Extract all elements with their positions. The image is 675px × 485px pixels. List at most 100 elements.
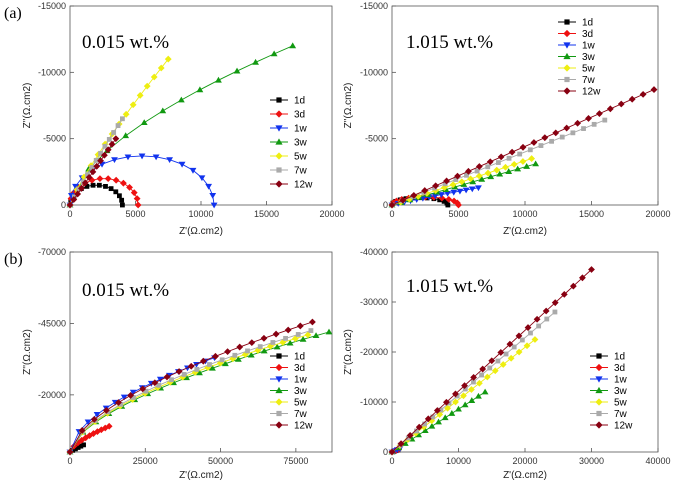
data-point xyxy=(519,158,527,165)
series-7w xyxy=(389,309,558,455)
legend-marker xyxy=(275,138,283,145)
data-point xyxy=(448,410,456,416)
y-tick-label: 0 xyxy=(383,447,388,457)
series-12w xyxy=(388,266,595,456)
data-point xyxy=(421,187,429,194)
y-axis-label: Z''(Ω.cm2) xyxy=(22,83,33,129)
x-tick-label: 15000 xyxy=(254,209,279,219)
data-point xyxy=(232,352,238,358)
data-point xyxy=(475,172,483,180)
data-point xyxy=(552,129,560,137)
data-point xyxy=(209,364,216,371)
legend-marker xyxy=(275,421,283,429)
legend-entry: 3w xyxy=(582,52,596,63)
data-point xyxy=(436,411,444,418)
legend-marker xyxy=(595,421,603,429)
data-point xyxy=(460,392,467,400)
data-point xyxy=(538,143,544,148)
data-point xyxy=(464,172,469,178)
data-point xyxy=(569,282,577,290)
legend-entry: 3d xyxy=(294,363,305,374)
data-point xyxy=(325,328,333,335)
x-tick-label: 20000 xyxy=(645,209,670,219)
series-1w xyxy=(66,153,218,209)
data-point xyxy=(85,173,93,181)
data-point xyxy=(497,349,505,356)
data-point xyxy=(111,130,117,135)
data-point xyxy=(260,347,268,354)
series-5w xyxy=(388,155,536,209)
data-point xyxy=(296,322,304,330)
x-tick-label: 5000 xyxy=(448,209,468,219)
data-point xyxy=(449,181,457,189)
data-point xyxy=(458,178,466,186)
data-point xyxy=(475,163,483,170)
data-point xyxy=(483,373,491,381)
data-point xyxy=(181,372,187,377)
data-point xyxy=(134,201,142,209)
data-point xyxy=(433,407,441,414)
data-point xyxy=(493,166,501,174)
legend-marker xyxy=(563,87,571,95)
data-point xyxy=(552,309,558,315)
data-point xyxy=(437,197,443,203)
data-point xyxy=(435,418,442,425)
data-point xyxy=(70,196,78,203)
x-tick-label: 0 xyxy=(67,209,72,219)
data-point xyxy=(531,336,539,343)
data-point xyxy=(166,157,174,164)
x-tick-label: 20000 xyxy=(512,456,537,466)
legend-marker xyxy=(595,376,603,383)
data-point xyxy=(163,373,171,381)
data-point xyxy=(112,176,120,184)
data-point xyxy=(491,367,499,375)
data-point xyxy=(81,179,89,187)
data-point xyxy=(428,422,436,429)
data-point xyxy=(187,362,195,370)
data-point xyxy=(639,90,647,98)
legend-entry: 1w xyxy=(294,375,308,386)
data-point xyxy=(270,340,276,345)
data-point xyxy=(221,360,229,367)
data-point xyxy=(140,119,148,126)
data-point xyxy=(81,442,86,448)
data-point xyxy=(468,186,476,193)
data-point xyxy=(486,158,494,166)
data-point xyxy=(150,73,158,81)
data-point xyxy=(166,378,174,386)
data-point xyxy=(445,195,453,203)
legend-entry: 5w xyxy=(582,64,596,75)
data-point xyxy=(455,201,462,209)
y-tick-label: -20000 xyxy=(360,347,388,357)
data-point xyxy=(177,96,185,103)
y-tick-label: -20000 xyxy=(38,390,66,400)
data-point xyxy=(156,382,162,388)
data-point xyxy=(450,197,458,205)
data-point xyxy=(497,153,505,161)
data-point xyxy=(465,167,472,175)
data-point xyxy=(551,299,559,307)
data-point xyxy=(507,354,515,362)
data-point xyxy=(308,328,314,333)
legend-entry: 3d xyxy=(614,363,625,374)
data-point xyxy=(299,335,307,342)
data-point xyxy=(295,332,301,337)
plot-frame xyxy=(69,251,333,453)
data-point xyxy=(519,337,525,343)
data-point xyxy=(519,143,527,151)
chart-title: 0.015 wt.% xyxy=(82,32,169,53)
x-tick-label: 10000 xyxy=(188,209,213,219)
legend-entry: 1d xyxy=(582,18,593,29)
chart-4: 0 10000 20000 30000 40000 0 -10000 -20000 -30000… xyxy=(343,247,671,481)
x-tick-label: 20000 xyxy=(319,209,344,219)
data-point xyxy=(527,147,533,153)
data-point xyxy=(438,407,444,413)
data-point xyxy=(432,187,440,194)
data-point xyxy=(443,398,450,406)
y-tick-label: -40000 xyxy=(360,247,388,257)
legend: 1d 3d 1w 3w 5w 7w 12w xyxy=(270,96,313,191)
legend-entry: 1w xyxy=(582,41,596,52)
data-point xyxy=(84,183,90,189)
data-point xyxy=(453,177,459,182)
